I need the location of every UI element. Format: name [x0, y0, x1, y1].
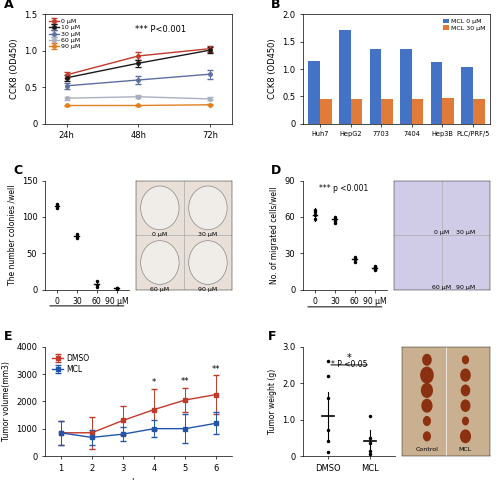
Text: Control: Control — [416, 446, 438, 452]
Text: F: F — [268, 330, 276, 343]
Circle shape — [188, 186, 227, 230]
X-axis label: days: days — [128, 478, 148, 480]
Text: * P <0.05: * P <0.05 — [331, 360, 368, 369]
Circle shape — [460, 384, 470, 396]
Y-axis label: Tumor volume(mm3): Tumor volume(mm3) — [2, 361, 11, 441]
Circle shape — [423, 431, 431, 442]
Circle shape — [420, 367, 434, 384]
Circle shape — [188, 240, 227, 284]
Bar — [350, 98, 362, 124]
Circle shape — [462, 417, 469, 425]
Circle shape — [460, 430, 471, 443]
Text: 0 μM: 0 μM — [152, 232, 168, 237]
Text: 60 μM: 60 μM — [432, 285, 452, 290]
Bar — [370, 49, 381, 124]
Text: 0 μM: 0 μM — [434, 230, 450, 235]
Text: *** P<0.001: *** P<0.001 — [136, 25, 186, 35]
Bar — [462, 67, 473, 124]
Circle shape — [422, 354, 432, 366]
Circle shape — [422, 399, 432, 413]
Bar — [381, 98, 393, 124]
Text: *** p <0.001: *** p <0.001 — [318, 184, 368, 193]
Bar — [308, 61, 320, 124]
Circle shape — [421, 383, 433, 398]
Text: B: B — [271, 0, 280, 11]
Y-axis label: Tumor weight (g): Tumor weight (g) — [268, 369, 276, 434]
Text: 90 μM: 90 μM — [198, 287, 218, 291]
Text: E: E — [4, 330, 12, 343]
Circle shape — [423, 416, 431, 426]
Y-axis label: CCK8 (OD450): CCK8 (OD450) — [10, 39, 18, 99]
Text: *: * — [152, 379, 156, 387]
Text: **: ** — [212, 365, 220, 374]
Text: 90 μM: 90 μM — [456, 285, 475, 290]
Bar — [473, 98, 485, 124]
Text: 30 μM: 30 μM — [198, 232, 218, 237]
Text: *: * — [346, 353, 352, 363]
Text: C: C — [13, 164, 22, 177]
Circle shape — [462, 355, 469, 364]
Text: 60 μM: 60 μM — [150, 287, 170, 291]
Y-axis label: The number colonies /well: The number colonies /well — [7, 185, 16, 286]
Text: A: A — [4, 0, 14, 11]
Y-axis label: No. of migrated cells/well: No. of migrated cells/well — [270, 186, 279, 284]
Text: 30 μM: 30 μM — [456, 230, 475, 235]
Legend: 0 μM, 10 μM, 30 μM, 60 μM, 90 μM: 0 μM, 10 μM, 30 μM, 60 μM, 90 μM — [48, 18, 81, 51]
Bar — [320, 98, 332, 124]
Text: **: ** — [181, 377, 190, 386]
Text: D: D — [271, 164, 281, 177]
Bar — [400, 49, 412, 124]
Y-axis label: CCK8 (OD450): CCK8 (OD450) — [268, 39, 276, 99]
Legend: DMSO, MCL: DMSO, MCL — [49, 350, 92, 377]
Bar — [442, 98, 454, 124]
Bar — [431, 62, 442, 124]
Circle shape — [140, 240, 179, 284]
Legend: MCL 0 μM, MCL 30 μM: MCL 0 μM, MCL 30 μM — [442, 18, 487, 32]
Bar — [412, 98, 424, 124]
Circle shape — [460, 399, 470, 412]
Circle shape — [140, 186, 179, 230]
Text: MCL: MCL — [459, 446, 472, 452]
Bar — [339, 30, 350, 124]
Circle shape — [460, 369, 471, 382]
